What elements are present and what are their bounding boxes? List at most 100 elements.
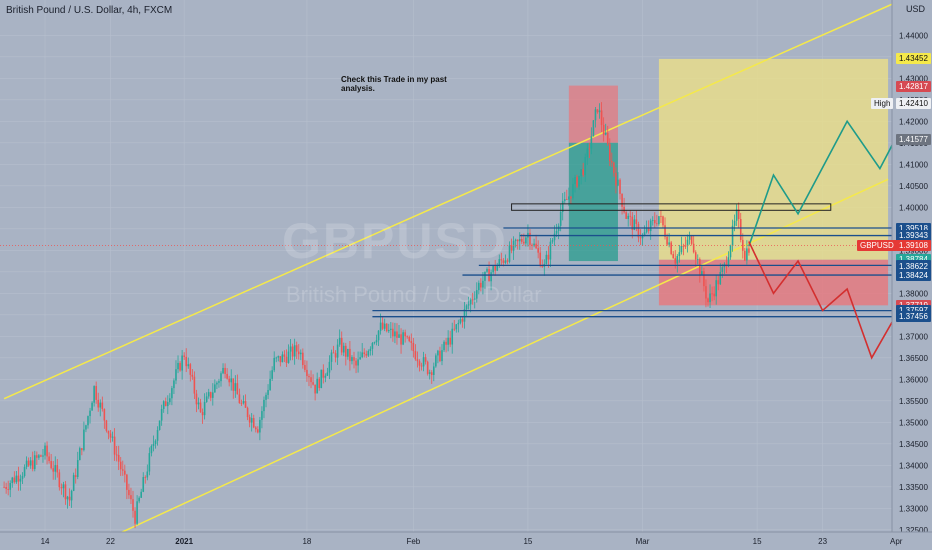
candle-body — [58, 472, 61, 488]
candle-body — [502, 260, 505, 263]
candle-body — [181, 355, 183, 371]
candle-body — [662, 216, 664, 226]
candle-body — [283, 354, 286, 357]
candle-body — [709, 293, 711, 303]
candle-body — [494, 265, 496, 271]
candle-body — [3, 486, 5, 488]
candle-body — [690, 236, 693, 244]
candle-body — [658, 216, 660, 225]
candle-body — [518, 238, 521, 242]
candle-body — [281, 354, 284, 363]
candle-body — [31, 460, 34, 470]
candle-body — [741, 239, 744, 251]
candle-body — [66, 496, 69, 500]
candle-body — [85, 425, 87, 430]
candle-body — [623, 206, 625, 213]
candle-body — [25, 460, 28, 468]
candle-body — [572, 183, 574, 199]
candle-body — [27, 460, 30, 466]
candle-body — [287, 351, 290, 363]
candle-body — [232, 378, 235, 391]
candle-body — [459, 319, 462, 323]
candle-body — [478, 282, 480, 291]
price-tag: 1.38784 — [896, 254, 931, 266]
candle-body — [68, 496, 71, 501]
price-tag: 1.38424 — [896, 269, 931, 281]
candle-body — [36, 455, 38, 458]
candle-body — [310, 377, 312, 383]
candle-body — [357, 359, 359, 366]
candle-body — [324, 375, 327, 378]
candle-body — [164, 401, 167, 407]
candle-body — [717, 280, 720, 285]
x-tick-label: Feb — [406, 537, 420, 546]
candle-body — [177, 362, 179, 370]
candle-body — [381, 322, 384, 329]
candle-body — [611, 161, 613, 163]
candle-body — [627, 215, 629, 219]
candle-body — [396, 331, 398, 338]
candle-body — [216, 382, 218, 385]
candle-body — [508, 245, 511, 262]
candle-body — [222, 367, 224, 374]
candle-body — [703, 271, 705, 287]
candle-body — [91, 402, 93, 411]
candle-body — [486, 268, 488, 272]
candle-body — [263, 399, 265, 412]
candle-body — [606, 132, 609, 144]
candle-body — [461, 319, 464, 322]
candle-body — [207, 392, 210, 397]
candle-body — [97, 399, 100, 408]
candle-body — [146, 471, 149, 478]
candle-body — [56, 465, 59, 473]
candle-body — [279, 356, 282, 363]
candle-body — [633, 219, 636, 230]
candle-body — [445, 341, 447, 345]
candle-body — [463, 309, 466, 322]
candle-body — [347, 348, 349, 357]
candle-body — [89, 410, 91, 417]
candle-body — [42, 455, 44, 457]
candle-body — [340, 337, 343, 353]
candle-body — [410, 341, 413, 343]
candle-body — [705, 286, 707, 299]
x-tick-label: 15 — [753, 537, 762, 546]
price-tag: 1.38622 — [896, 261, 931, 273]
candle-body — [121, 469, 124, 471]
candle-body — [87, 416, 89, 426]
candle-body — [375, 340, 378, 343]
candle-body — [453, 328, 456, 330]
candle-body — [447, 337, 449, 345]
candle-body — [33, 455, 36, 470]
price-tag-prefix: High — [871, 98, 894, 110]
candle-body — [465, 305, 468, 310]
candle-body — [674, 258, 677, 264]
candle-body — [154, 440, 157, 445]
candle-body — [72, 475, 75, 491]
candle-body — [435, 355, 437, 367]
candle-body — [735, 209, 738, 221]
candle-body — [563, 199, 566, 202]
candle-body — [267, 389, 269, 395]
candle-body — [54, 465, 57, 472]
candle-body — [349, 348, 351, 362]
candle-body — [664, 225, 666, 237]
x-tick-label: 15 — [523, 537, 532, 546]
candle-body — [668, 242, 670, 245]
candle-body — [17, 475, 20, 482]
price-tag: 1.37597 — [896, 305, 931, 317]
candle-body — [342, 345, 345, 353]
candle-body — [328, 361, 331, 373]
candle-body — [285, 356, 288, 363]
y-tick-label: 1.40000 — [899, 203, 928, 212]
y-tick-label: 1.33500 — [899, 483, 928, 492]
candle-body — [711, 293, 713, 295]
candle-body — [322, 369, 325, 378]
candle-body — [228, 378, 230, 383]
candle-body — [64, 484, 67, 500]
candle-body — [179, 362, 181, 371]
candle-body — [551, 240, 554, 242]
candle-body — [226, 373, 228, 379]
candle-body — [273, 357, 275, 371]
